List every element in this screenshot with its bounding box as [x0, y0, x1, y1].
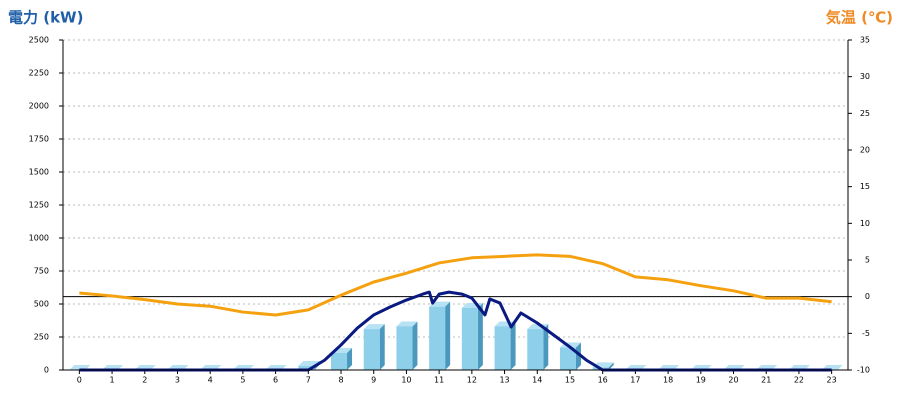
y-tick-label: 1000	[29, 234, 49, 243]
bar-top	[396, 321, 418, 327]
y-tick-label: 500	[34, 300, 49, 309]
y-tick-label: 2000	[29, 102, 49, 111]
x-tick-label: 15	[565, 376, 575, 385]
bar-side	[445, 301, 451, 370]
x-tick-label: 3	[175, 376, 180, 385]
x-tick-label: 17	[630, 376, 640, 385]
bar	[396, 326, 413, 370]
y2-tick-label: 25	[860, 109, 870, 118]
y-tick-label: 750	[34, 267, 49, 276]
x-tick-label: 6	[273, 376, 278, 385]
y-tick-label: 250	[34, 333, 49, 342]
x-tick-label: 22	[794, 376, 804, 385]
bar	[461, 307, 478, 370]
bar	[494, 326, 511, 370]
x-tick-label: 16	[598, 376, 608, 385]
y2-tick-label: -10	[857, 366, 870, 375]
x-tick-label: 13	[499, 376, 509, 385]
y-tick-label: 1500	[29, 168, 49, 177]
y2-tick-label: 15	[860, 182, 870, 191]
x-tick-label: 0	[77, 376, 82, 385]
y2-tick-label: 20	[860, 146, 870, 155]
line	[79, 253, 832, 317]
bar-side	[510, 321, 516, 370]
x-tick-label: 12	[467, 376, 477, 385]
y-axis-title: 電力 (kW)	[8, 9, 83, 27]
x-tick-label: 11	[434, 376, 444, 385]
bar-side	[347, 347, 353, 370]
bar-side	[543, 324, 549, 370]
x-tick-label: 21	[761, 376, 771, 385]
x-tick-label: 7	[306, 376, 311, 385]
x-tick-label: 14	[532, 376, 542, 385]
y2-tick-label: -5	[862, 329, 870, 338]
bar	[331, 352, 348, 370]
bar	[429, 306, 446, 370]
x-tick-label: 2	[142, 376, 147, 385]
x-tick-label: 1	[110, 376, 115, 385]
bar-side	[575, 342, 581, 370]
y2-tick-label: 30	[860, 72, 870, 81]
y2-tick-label: 35	[860, 36, 870, 45]
y-tick-label: 2250	[29, 69, 49, 78]
bar-side	[477, 302, 483, 370]
x-tick-label: 4	[208, 376, 213, 385]
x-tick-label: 9	[371, 376, 376, 385]
y2-axis-title: 気温 (℃)	[826, 9, 893, 27]
bar-side	[379, 324, 385, 370]
bar-top	[363, 324, 385, 330]
bar-side	[412, 321, 418, 370]
x-tick-label: 18	[663, 376, 673, 385]
y-tick-label: 1750	[29, 135, 49, 144]
bar	[559, 347, 576, 370]
y2-tick-label: 10	[860, 219, 870, 228]
x-tick-label: 8	[338, 376, 343, 385]
x-tick-label: 20	[728, 376, 738, 385]
bar-side	[608, 362, 614, 370]
x-tick-label: 10	[401, 376, 411, 385]
y2-tick-label: 5	[865, 256, 870, 265]
x-tick-label: 19	[696, 376, 706, 385]
y-tick-label: 1250	[29, 201, 49, 210]
bar	[527, 329, 544, 370]
y-tick-label: 2500	[29, 36, 49, 45]
x-tick-label: 5	[240, 376, 245, 385]
y2-tick-label: 0	[865, 292, 870, 301]
x-tick-label: 23	[827, 376, 837, 385]
y-tick-label: 0	[44, 366, 49, 375]
bar	[363, 329, 380, 370]
bar	[298, 366, 315, 370]
